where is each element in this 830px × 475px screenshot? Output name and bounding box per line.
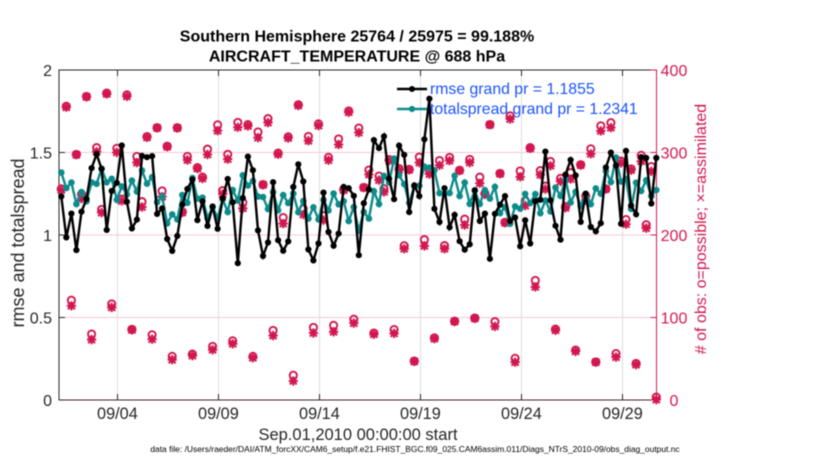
svg-text:09/14: 09/14 [299,405,340,423]
svg-text:1.5: 1.5 [30,145,52,162]
svg-text:rmse grand pr = 1.1855: rmse grand pr = 1.1855 [430,81,595,98]
svg-text:09/24: 09/24 [501,405,542,423]
svg-text:300: 300 [661,145,688,162]
svg-text:AIRCRAFT_TEMPERATURE @ 688 hPa: AIRCRAFT_TEMPERATURE @ 688 hPa [209,49,505,66]
svg-text:400: 400 [661,63,688,80]
svg-text:09/19: 09/19 [400,405,441,423]
svg-text:0: 0 [670,393,679,410]
svg-text:09/09: 09/09 [198,405,239,423]
svg-text:Sep.01,2010 00:00:00 start: Sep.01,2010 00:00:00 start [258,426,457,444]
svg-text:200: 200 [661,228,688,245]
svg-text:totalspread grand pr = 1.2341: totalspread grand pr = 1.2341 [430,101,638,118]
svg-text:Southern Hemisphere 25764 / 25: Southern Hemisphere 25764 / 25975 = 99.1… [180,29,534,46]
svg-text:0: 0 [43,393,52,410]
svg-text:1: 1 [43,228,52,245]
svg-text:rmse and totalspread: rmse and totalspread [8,158,28,327]
svg-text:data file: /Users/raeder/DAI/A: data file: /Users/raeder/DAI/ATM_forcXX/… [150,444,679,454]
svg-text:100: 100 [661,310,688,327]
svg-text:09/29: 09/29 [602,405,643,423]
svg-text:2: 2 [43,63,52,80]
svg-text:09/04: 09/04 [97,405,138,423]
svg-text:# of obs: o=possible; ×=assimi: # of obs: o=possible; ×=assimilated [693,104,710,354]
svg-text:0.5: 0.5 [30,310,52,327]
